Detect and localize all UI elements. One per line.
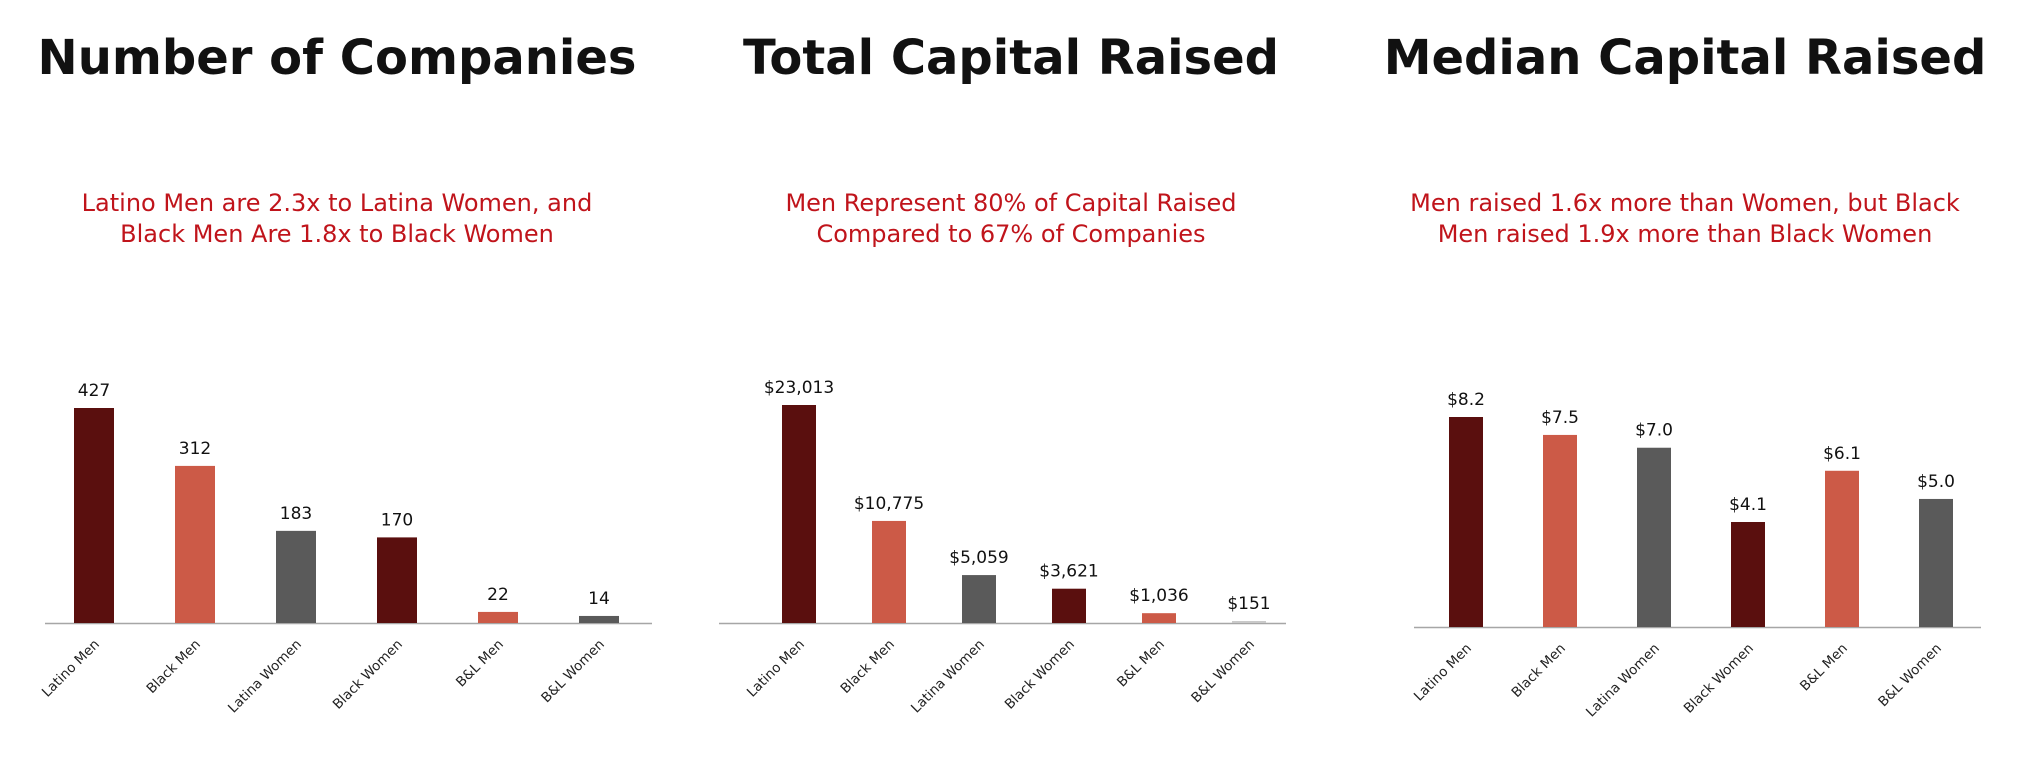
data-label-bandl-women: 14: [588, 589, 610, 609]
data-label-bandl-women: $5.0: [1917, 472, 1955, 492]
data-label-black-men: 312: [179, 439, 211, 459]
bar-bandl-women: [1919, 498, 1953, 627]
tick-label-black-men: Black Men: [1508, 641, 1568, 701]
data-label-latina-women: $7.0: [1635, 421, 1673, 441]
bar-bandl-men: [478, 611, 518, 623]
data-label-bandl-women: $151: [1227, 594, 1270, 614]
tick-label-bandl-women: B&L Women: [1875, 641, 1945, 711]
chart-subtitle-line: Men raised 1.6x more than Women, but Bla…: [1410, 189, 1960, 217]
tick-label-latina-women: Latina Women: [1583, 641, 1663, 721]
bar-black-women: [1731, 522, 1765, 627]
bar-latina-women: [962, 575, 996, 623]
data-label-bandl-men: 22: [487, 585, 509, 605]
bar-chart: 427 Latino Men 312 Black Men 183 Latina Women…: [39, 381, 652, 717]
data-label-latina-women: $5,059: [949, 548, 1008, 568]
data-label-black-men: $7.5: [1541, 408, 1579, 428]
data-label-bandl-men: $6.1: [1823, 444, 1861, 464]
tick-label-black-women: Black Women: [1681, 641, 1757, 717]
tick-label-black-women: Black Women: [1002, 637, 1078, 713]
chart-title: Number of Companies: [37, 30, 637, 86]
chart-subtitle-line: Men Represent 80% of Capital Raised: [785, 189, 1237, 217]
chart-title: Median Capital Raised: [1383, 30, 1987, 86]
bar-bandl-men: [1825, 470, 1859, 627]
data-label-black-men: $10,775: [854, 494, 924, 514]
bar-latino-men: [1449, 417, 1483, 627]
chart-subtitle-line: Black Men Are 1.8x to Black Women: [120, 220, 554, 248]
bar-black-men: [1543, 434, 1577, 627]
tick-label-bandl-men: B&L Men: [1114, 637, 1168, 691]
bar-black-men: [175, 465, 215, 623]
chart-title: Total Capital Raised: [742, 30, 1280, 86]
tick-label-bandl-men: B&L Men: [1797, 641, 1851, 695]
tick-label-bandl-women: B&L Women: [1188, 637, 1258, 707]
bar-latino-men: [782, 405, 816, 623]
data-label-black-women: $4.1: [1729, 495, 1767, 515]
bar-bandl-women: [1232, 621, 1266, 623]
tick-label-black-men: Black Men: [837, 637, 897, 697]
tick-label-latino-men: Latino Men: [744, 637, 808, 701]
bar-latina-women: [276, 530, 316, 623]
tick-label-latino-men: Latino Men: [1411, 641, 1475, 705]
tick-label-black-men: Black Men: [143, 637, 203, 697]
tick-label-bandl-women: B&L Women: [538, 637, 608, 707]
panel-number-of-companies: Number of Companies Latino Men are 2.3x …: [0, 0, 674, 772]
tick-label-black-women: Black Women: [330, 637, 406, 713]
bar-black-women: [1052, 588, 1086, 623]
data-label-latino-men: 427: [78, 381, 110, 401]
chart-subtitle: Men raised 1.6x more than Women, but Bla…: [1348, 188, 2022, 250]
bar-chart: $23,013 Latino Men $10,775 Black Men $5,059 L…: [719, 378, 1286, 717]
tick-label-latino-men: Latino Men: [39, 637, 103, 701]
panel-total-capital-raised: Total Capital Raised Men Represent 80% o…: [674, 0, 1348, 772]
tick-label-latina-women: Latina Women: [225, 637, 305, 717]
tick-label-bandl-men: B&L Men: [453, 637, 507, 691]
bar-black-men: [872, 520, 906, 623]
bar-chart: $8.2 Latino Men $7.5 Black Men $7.0 Latina Wo…: [1411, 390, 1981, 721]
data-label-latino-men: $23,013: [764, 378, 834, 398]
chart-subtitle-line: Compared to 67% of Companies: [816, 220, 1206, 248]
data-label-latino-men: $8.2: [1447, 390, 1485, 410]
chart-subtitle: Men Represent 80% of Capital Raised Comp…: [674, 188, 1348, 250]
chart-subtitle-line: Men raised 1.9x more than Black Women: [1437, 220, 1933, 248]
bar-bandl-men: [1142, 613, 1176, 623]
chart-subtitle-line: Latino Men are 2.3x to Latina Women, and: [81, 189, 593, 217]
data-label-latina-women: 183: [280, 504, 312, 524]
tick-label-latina-women: Latina Women: [908, 637, 988, 717]
bar-latina-women: [1637, 447, 1671, 627]
bar-bandl-women: [579, 615, 619, 623]
bar-latino-men: [74, 408, 114, 623]
data-label-bandl-men: $1,036: [1129, 586, 1188, 606]
chart-subtitle: Latino Men are 2.3x to Latina Women, and…: [0, 188, 674, 250]
panel-median-capital-raised: Median Capital Raised Men raised 1.6x mo…: [1348, 0, 2022, 772]
data-label-black-women: $3,621: [1039, 562, 1098, 582]
data-label-black-women: 170: [381, 510, 413, 530]
bar-black-women: [377, 537, 417, 623]
